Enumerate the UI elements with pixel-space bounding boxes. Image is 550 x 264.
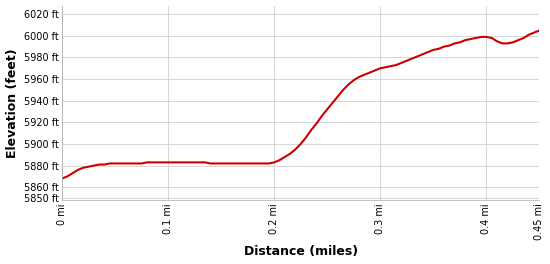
X-axis label: Distance (miles): Distance (miles): [244, 246, 358, 258]
Y-axis label: Elevation (feet): Elevation (feet): [6, 48, 19, 158]
